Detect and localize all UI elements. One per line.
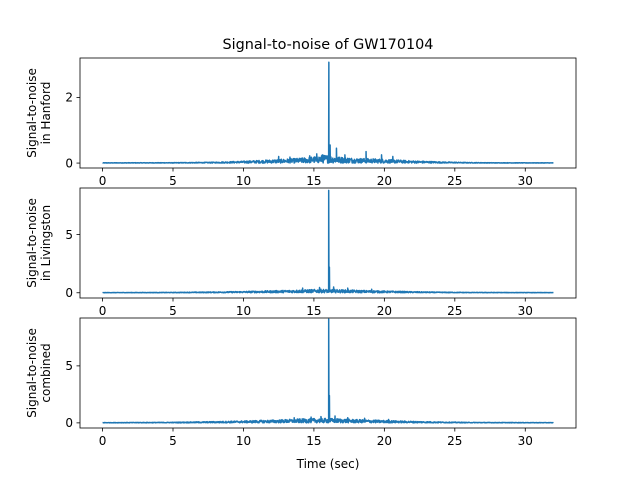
figure-title: Signal-to-noise of GW170104 <box>223 37 434 53</box>
x-tick-label: 20 <box>377 434 392 448</box>
y-axis-label-1-line-1: Signal-to-noise <box>25 68 39 158</box>
y-axis-label-3-line-2: combined <box>39 343 53 402</box>
axes-frame-1 <box>79 57 577 169</box>
x-tick-label: 0 <box>99 304 107 318</box>
axes-frame-2 <box>79 187 577 299</box>
series-line-2-1 <box>102 189 554 294</box>
x-tick-label: 5 <box>169 304 177 318</box>
y-tick-label: 5 <box>65 228 73 242</box>
x-tick-label: 10 <box>236 434 251 448</box>
x-tick-label: 30 <box>518 434 533 448</box>
x-tick-label: 10 <box>236 174 251 188</box>
x-tick-label: 25 <box>447 174 462 188</box>
x-tick-label: 10 <box>236 304 251 318</box>
x-tick-label: 0 <box>99 174 107 188</box>
x-tick-label: 25 <box>447 304 462 318</box>
y-tick-label: 2 <box>65 91 73 105</box>
x-tick-label: 20 <box>377 304 392 318</box>
series-line-3-1 <box>102 318 554 424</box>
y-axis-label-1-line-2: in Hanford <box>39 82 53 145</box>
x-tick-label: 5 <box>169 434 177 448</box>
y-tick-label: 0 <box>65 286 73 300</box>
y-axis-label-2-line-1: Signal-to-noise <box>25 198 39 288</box>
y-axis-label-2-line-2: in Livingston <box>39 205 53 281</box>
y-tick-label: 5 <box>65 359 73 373</box>
x-tick-label: 0 <box>99 434 107 448</box>
x-tick-label: 30 <box>518 304 533 318</box>
x-tick-label: 30 <box>518 174 533 188</box>
x-tick-label: 25 <box>447 434 462 448</box>
axes-frame-3 <box>79 317 577 429</box>
x-tick-label: 15 <box>306 434 321 448</box>
y-tick-label: 0 <box>65 416 73 430</box>
y-axis-label-3-line-1: Signal-to-noise <box>25 328 39 418</box>
panel-2: 0 5 10 15 20 25 30 0 5 Signal-to-noise in Livingst… <box>25 187 577 318</box>
x-tick-label: 15 <box>306 174 321 188</box>
series-line-1-1 <box>102 61 554 164</box>
x-axis-label: Time (sec) <box>296 457 360 471</box>
y-tick-label: 0 <box>65 156 73 170</box>
panel-1: 0 5 10 15 20 25 30 0 2 Signal-to-noise in Hanford <box>25 57 577 188</box>
panel-3: 0 5 10 15 20 25 30 0 5 Signal-to-noise combined <box>25 317 577 448</box>
x-tick-label: 5 <box>169 174 177 188</box>
x-tick-label: 20 <box>377 174 392 188</box>
x-tick-label: 15 <box>306 304 321 318</box>
